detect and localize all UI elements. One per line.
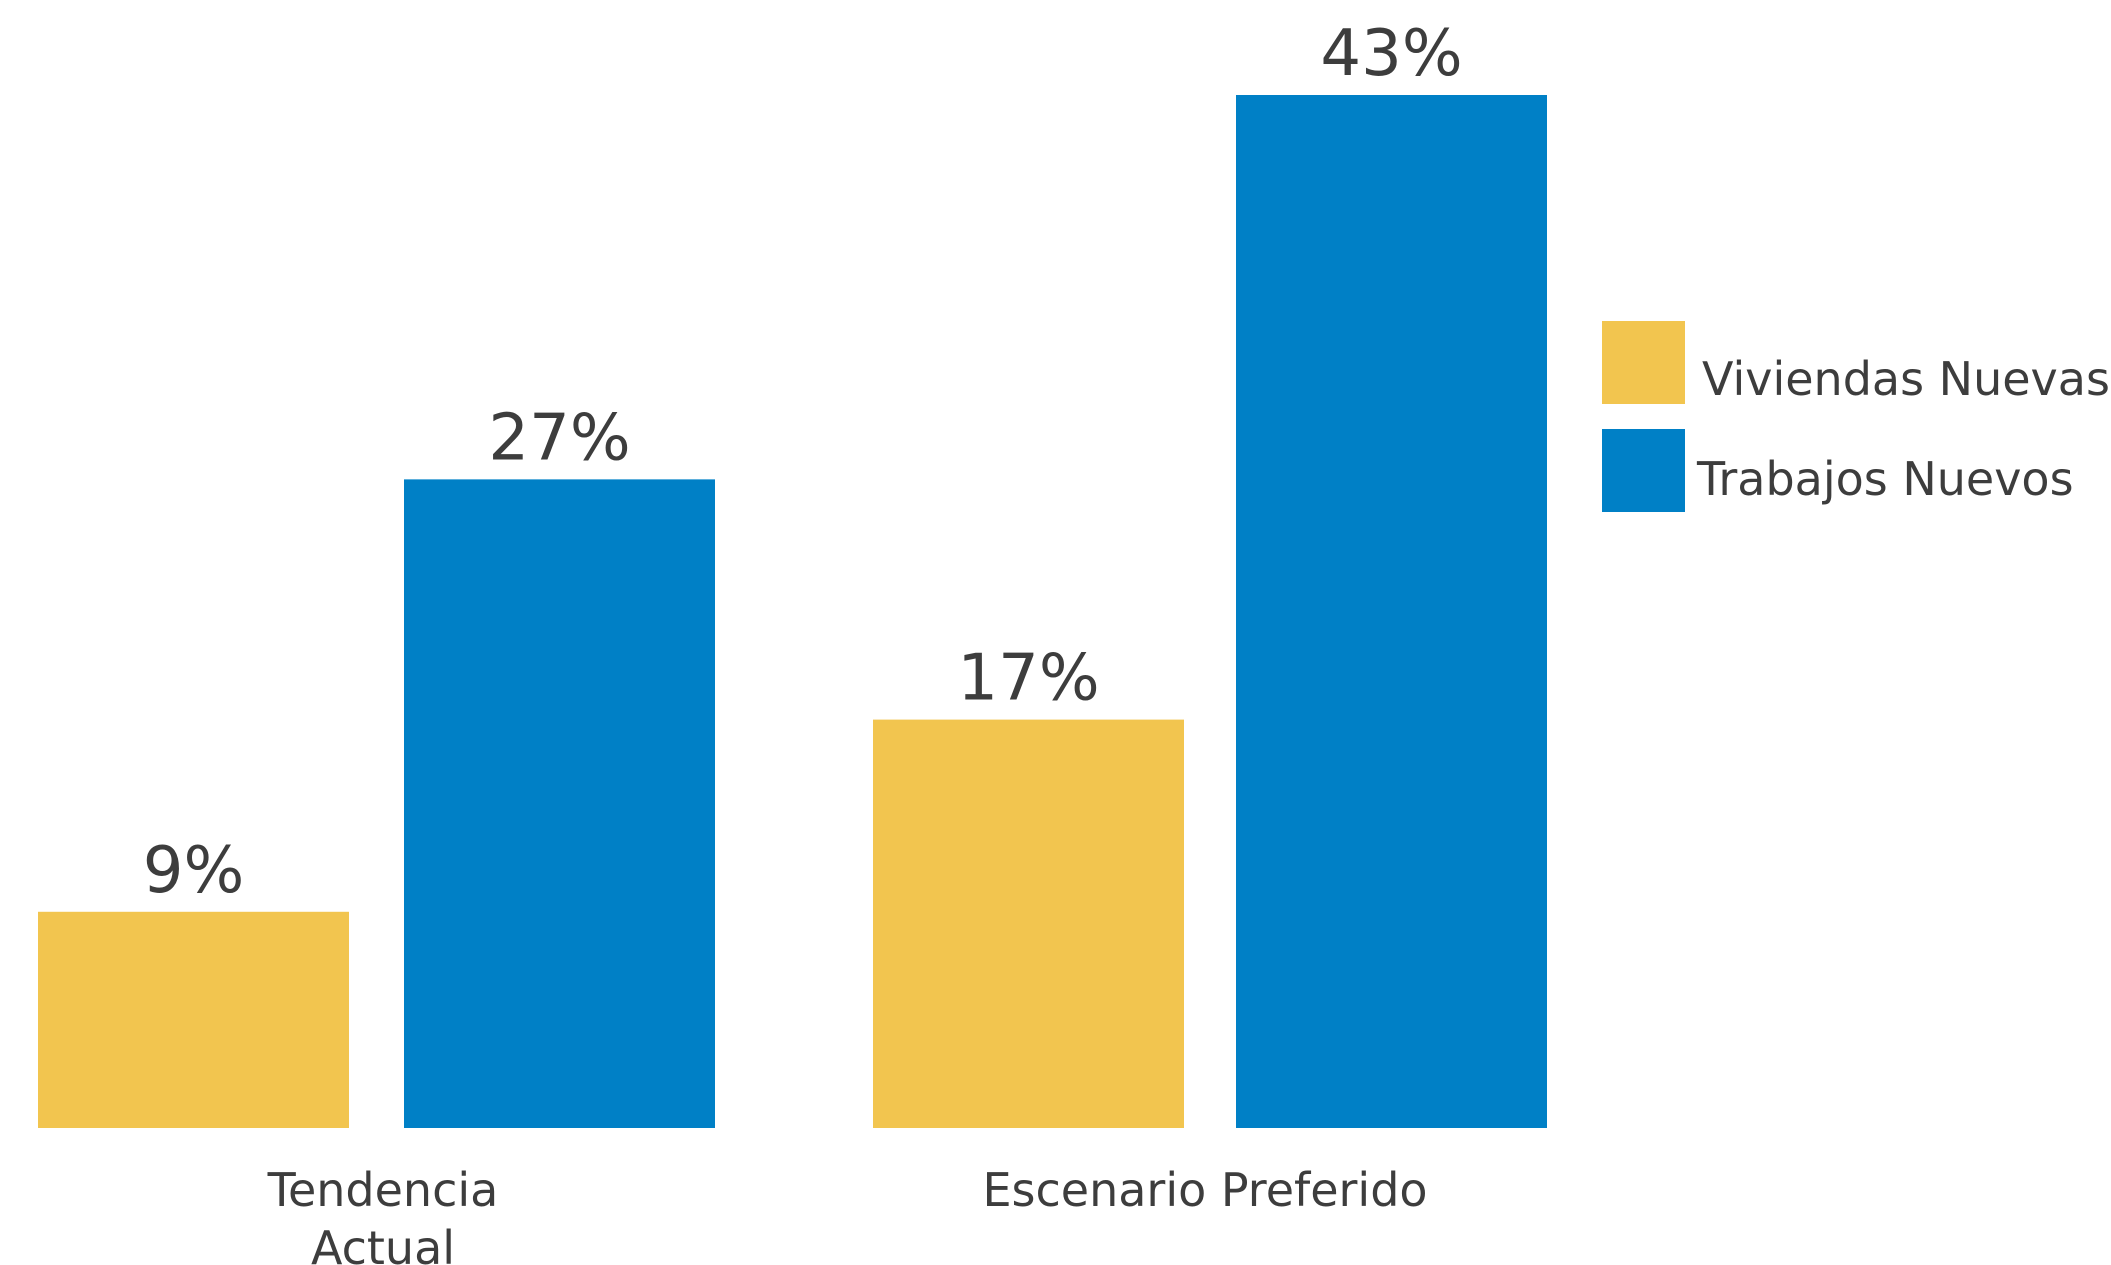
data-label-trabajos-1: 43% bbox=[1320, 17, 1462, 91]
category-label-0-line-1: Actual bbox=[311, 1221, 455, 1265]
bar-viviendas-1 bbox=[873, 719, 1184, 1128]
legend-swatch-viviendas bbox=[1602, 321, 1685, 404]
category-label-1-line-0: Escenario Preferido bbox=[982, 1163, 1427, 1217]
data-label-viviendas-0: 9% bbox=[143, 834, 245, 908]
legend-label-trabajos: Trabajos Nuevos bbox=[1696, 452, 2074, 506]
bar-viviendas-0 bbox=[38, 911, 349, 1128]
bars-group bbox=[38, 95, 1547, 1129]
data-label-viviendas-1: 17% bbox=[957, 642, 1099, 716]
value-labels-group: 9% 27% 17% 43% bbox=[143, 17, 1463, 908]
bar-trabajos-1 bbox=[1236, 95, 1547, 1128]
data-label-trabajos-0: 27% bbox=[488, 401, 630, 475]
category-label-0-line-0: Tendencia bbox=[267, 1163, 499, 1217]
legend-swatch-trabajos bbox=[1602, 429, 1685, 512]
legend: Viviendas Nuevas Trabajos Nuevos bbox=[1602, 321, 2110, 512]
bar-trabajos-0 bbox=[404, 479, 715, 1129]
legend-label-viviendas: Viviendas Nuevas bbox=[1702, 352, 2110, 406]
